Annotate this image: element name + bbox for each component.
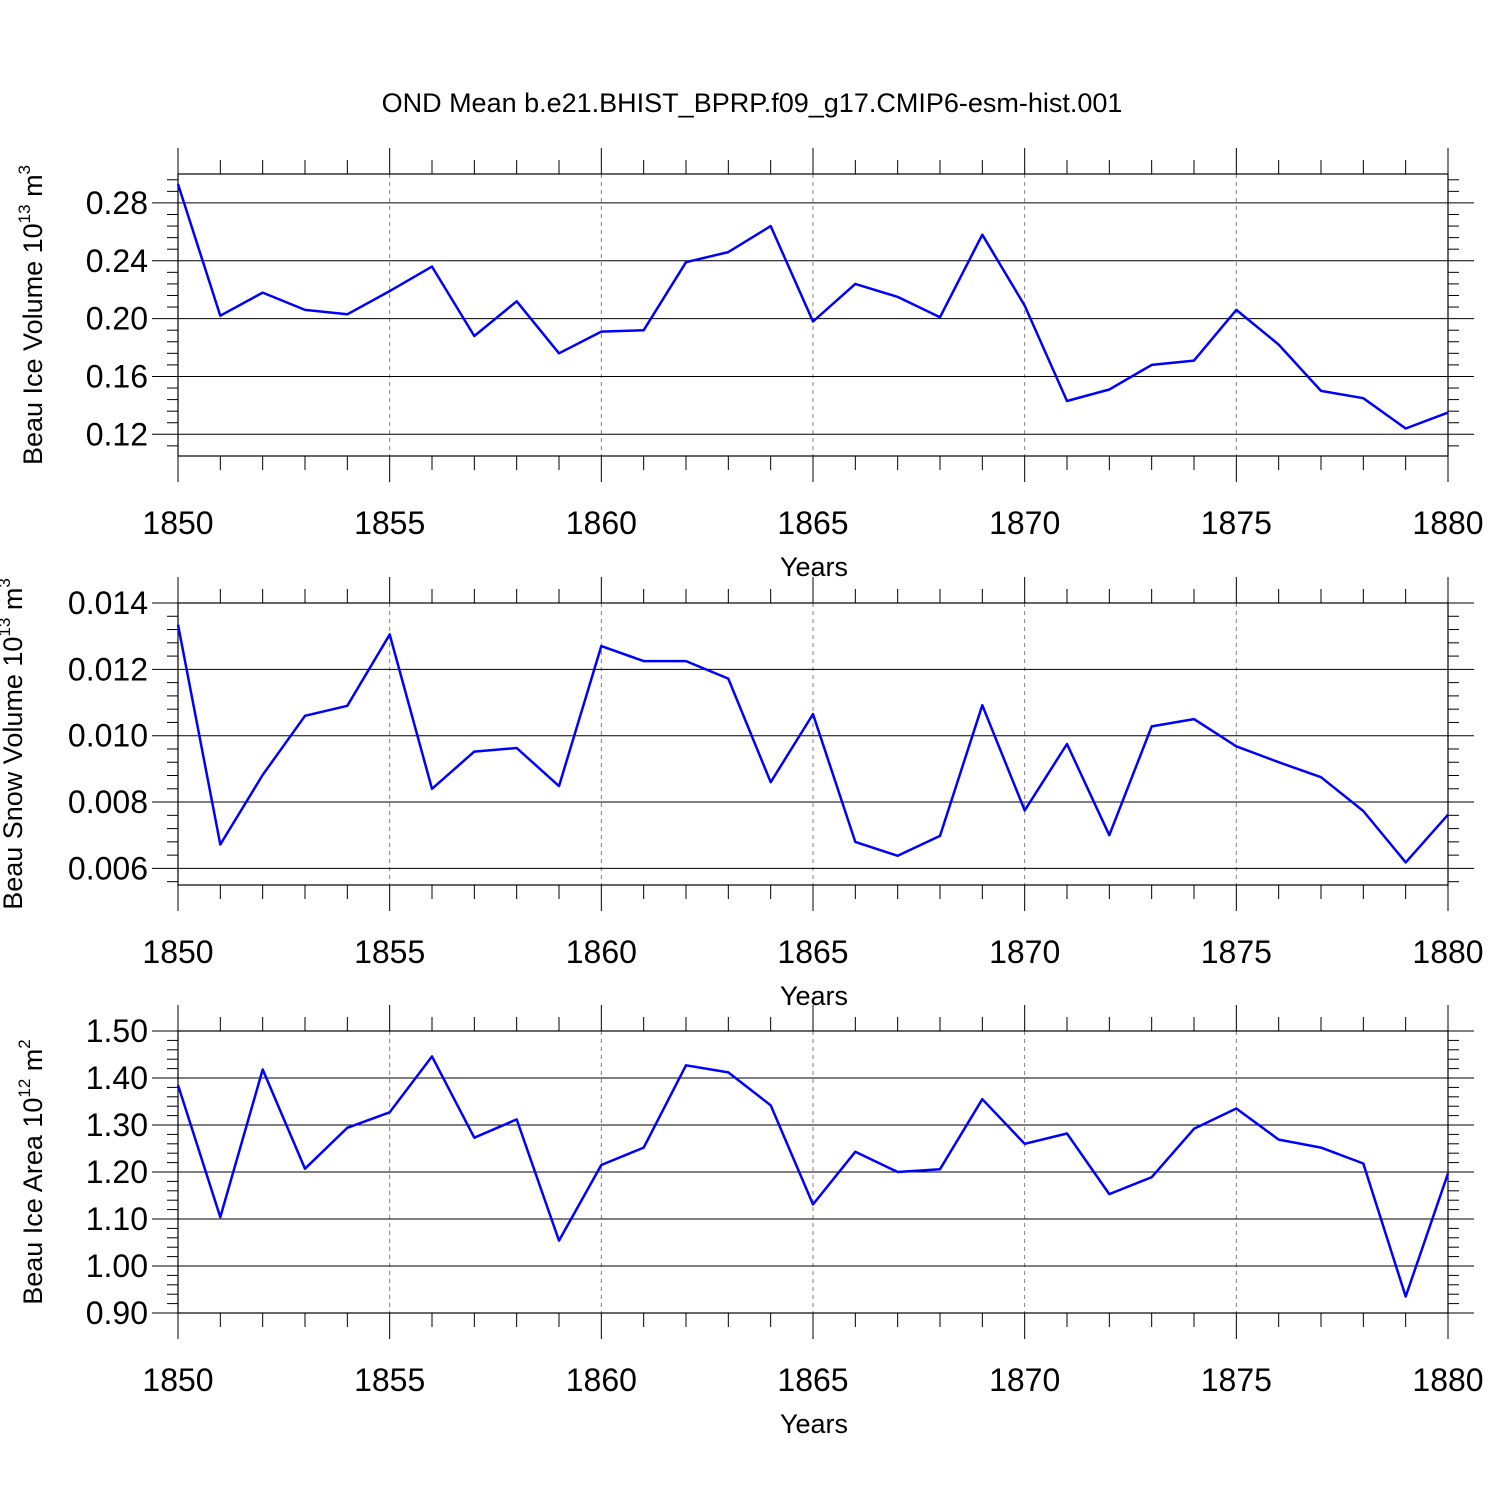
- chart-title: OND Mean b.e21.BHIST_BPRP.f09_g17.CMIP6-…: [382, 88, 1123, 118]
- y-tick-label: 0.28: [86, 185, 148, 221]
- x-tick-label: 1875: [1201, 934, 1272, 970]
- x-tick-label: 1880: [1412, 934, 1483, 970]
- y-axis-title-exponent: 13: [0, 618, 14, 637]
- x-tick-label: 1865: [777, 1362, 848, 1398]
- y-tick-label: 0.24: [86, 243, 148, 279]
- x-tick-label: 1870: [989, 505, 1060, 541]
- y-axis-title-text: Beau Ice Volume 10: [18, 223, 48, 465]
- x-tick-label: 1850: [142, 934, 213, 970]
- x-axis-title: Years: [780, 981, 848, 1011]
- y-tick-label: 0.16: [86, 358, 148, 394]
- x-tick-label: 1850: [142, 1362, 213, 1398]
- y-tick-label: 0.20: [86, 301, 148, 337]
- y-tick-label: 0.90: [86, 1295, 148, 1331]
- y-axis-title-text: Beau Ice Area 10: [18, 1098, 48, 1305]
- y-tick-label: 1.00: [86, 1248, 148, 1284]
- y-tick-label: 1.40: [86, 1060, 148, 1096]
- y-axis-title-unit: m: [18, 1049, 48, 1079]
- y-tick-label: 1.10: [86, 1201, 148, 1237]
- x-axis-title: Years: [780, 552, 848, 582]
- y-axis-title-unit: m: [18, 174, 48, 204]
- y-axis-title-exponent: 12: [15, 1079, 34, 1098]
- x-tick-label: 1875: [1201, 1362, 1272, 1398]
- x-tick-label: 1880: [1412, 1362, 1483, 1398]
- y-axis-title-unit-exponent: 2: [15, 1039, 34, 1048]
- y-axis-title: Beau Ice Area 1012 m2: [15, 1039, 48, 1305]
- y-tick-label: 0.012: [68, 651, 148, 687]
- y-axis-title-text: Beau Snow Volume 10: [0, 637, 28, 910]
- y-tick-label: 1.20: [86, 1154, 148, 1190]
- x-tick-label: 1875: [1201, 505, 1272, 541]
- x-tick-label: 1850: [142, 505, 213, 541]
- y-tick-label: 1.50: [86, 1013, 148, 1049]
- x-tick-label: 1855: [354, 934, 425, 970]
- y-axis-title-unit: m: [0, 588, 28, 618]
- y-axis-title-unit-exponent: 3: [15, 165, 34, 174]
- y-tick-label: 0.006: [68, 850, 148, 886]
- x-tick-label: 1880: [1412, 505, 1483, 541]
- x-tick-label: 1860: [566, 934, 637, 970]
- x-tick-label: 1860: [566, 1362, 637, 1398]
- y-tick-label: 0.010: [68, 718, 148, 754]
- y-tick-label: 0.014: [68, 585, 148, 621]
- x-tick-label: 1865: [777, 505, 848, 541]
- y-axis-title-exponent: 13: [15, 204, 34, 223]
- x-tick-label: 1855: [354, 1362, 425, 1398]
- y-tick-label: 0.12: [86, 416, 148, 452]
- x-axis-title: Years: [780, 1409, 848, 1439]
- y-tick-label: 0.008: [68, 784, 148, 820]
- y-tick-label: 1.30: [86, 1107, 148, 1143]
- x-tick-label: 1870: [989, 1362, 1060, 1398]
- x-tick-label: 1865: [777, 934, 848, 970]
- x-tick-label: 1860: [566, 505, 637, 541]
- x-tick-label: 1855: [354, 505, 425, 541]
- x-tick-label: 1870: [989, 934, 1060, 970]
- y-axis-title-unit-exponent: 3: [0, 578, 14, 587]
